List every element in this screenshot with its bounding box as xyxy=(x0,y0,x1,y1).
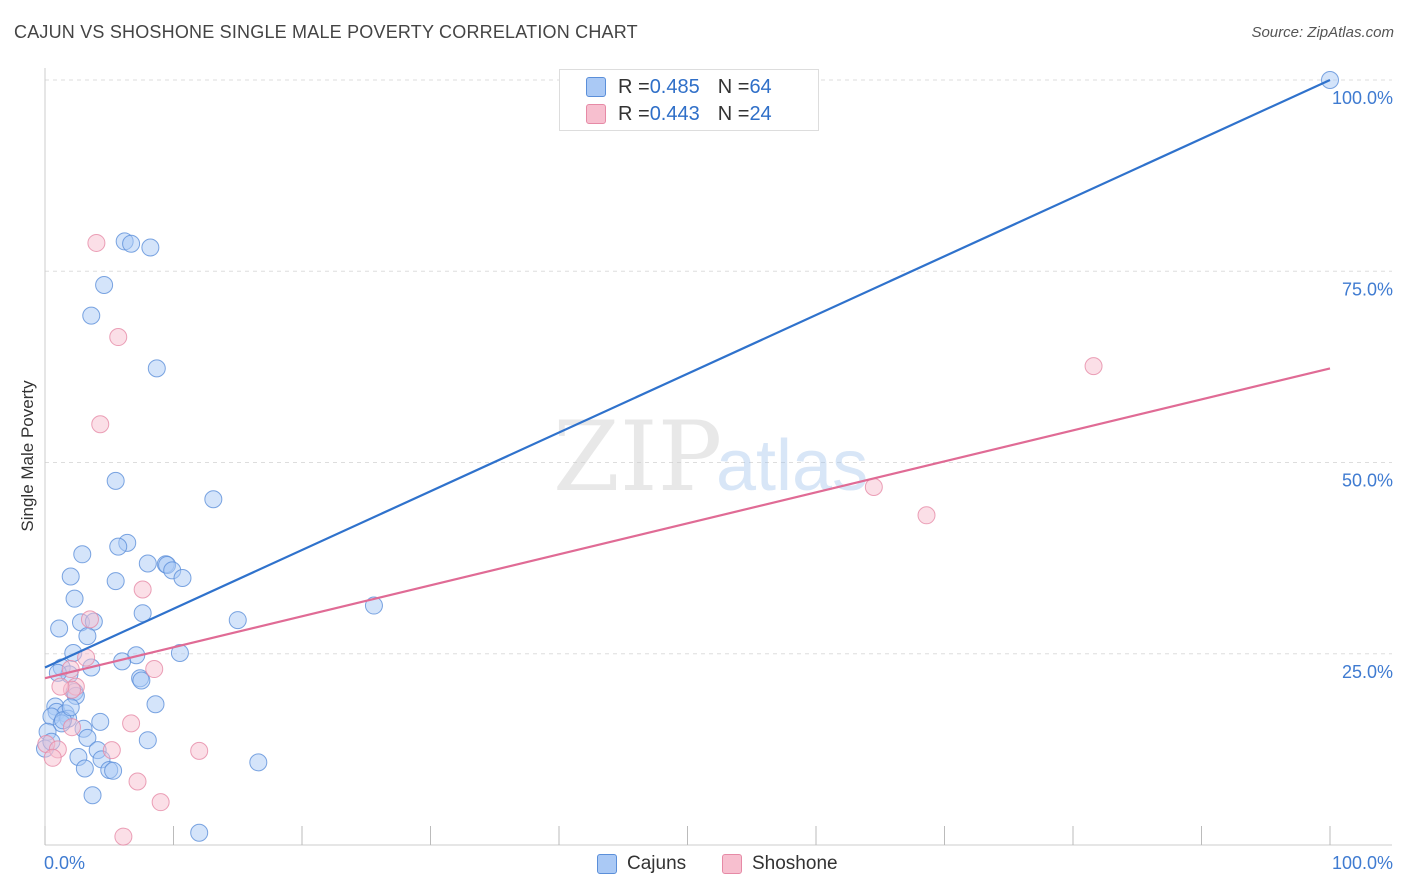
cajun-point xyxy=(78,627,97,646)
y-tick-label: 25.0% xyxy=(1342,662,1393,682)
shoshone-point xyxy=(133,580,152,599)
bottom-legend-cajuns: Cajuns xyxy=(597,852,686,876)
cajun-point xyxy=(65,589,84,608)
shoshone-point xyxy=(102,741,121,760)
bottom-cajuns-swatch xyxy=(597,854,617,874)
shoshone-point xyxy=(151,793,170,812)
bottom-shoshone-swatch xyxy=(722,854,742,874)
shoshone-n-label: N = xyxy=(717,102,750,125)
shoshone-point xyxy=(51,677,70,696)
cajun-point xyxy=(138,731,157,750)
cajun-point xyxy=(132,671,151,690)
shoshone-point xyxy=(864,477,883,496)
cajun-point xyxy=(122,234,141,253)
shoshone-point xyxy=(109,328,128,347)
cajun-point xyxy=(82,306,101,325)
shoshone-point xyxy=(1084,357,1103,376)
watermark: ZIP atlas xyxy=(553,401,868,513)
trendlines xyxy=(44,78,1331,680)
shoshone-point xyxy=(122,714,141,733)
x-tick-label: 0.0% xyxy=(44,853,85,873)
shoshone-point xyxy=(91,415,110,434)
cajun-point xyxy=(104,761,123,780)
shoshone-point xyxy=(80,610,99,629)
cajun-point xyxy=(106,471,125,490)
x-tick-label: 100.0% xyxy=(1332,853,1393,873)
chart-title: CAJUN VS SHOSHONE SINGLE MALE POVERTY CO… xyxy=(14,22,638,42)
cajun-point xyxy=(147,359,166,378)
shoshone-point xyxy=(114,827,133,846)
shoshone-swatch xyxy=(586,104,606,124)
cajun-point xyxy=(109,537,128,556)
shoshone-point xyxy=(145,660,164,679)
bottom-cajuns-label: Cajuns xyxy=(627,853,687,874)
cajun-point xyxy=(204,490,223,509)
cajun-point xyxy=(173,569,192,588)
shoshone-trendline xyxy=(44,367,1331,680)
cajun-point xyxy=(106,572,125,591)
correlation-legend: R = 0.485 N = 64 R = 0.443 N = 24 xyxy=(559,69,819,131)
cajun-point xyxy=(75,759,94,778)
tick-labels: 25.0% 50.0% 75.0% 100.0% 0.0% 100.0% xyxy=(44,88,1393,873)
cajun-point xyxy=(141,238,160,257)
bottom-shoshone-label: Shoshone xyxy=(752,853,838,874)
shoshone-n-value: 24 xyxy=(749,102,772,125)
cajun-trendline xyxy=(44,78,1331,669)
cajun-point xyxy=(50,619,69,638)
legend-row-cajuns: R = 0.485 N = 64 xyxy=(586,74,772,100)
cajun-point xyxy=(364,596,383,615)
shoshone-point xyxy=(61,660,80,679)
cajuns-r-value: 0.485 xyxy=(649,75,700,98)
cajun-point xyxy=(228,611,247,630)
cajun-point xyxy=(146,695,165,714)
y-tick-label: 50.0% xyxy=(1342,471,1393,491)
cajuns-swatch xyxy=(586,77,606,97)
cajun-point xyxy=(138,554,157,573)
gridlines xyxy=(45,79,1392,655)
cajun-point xyxy=(190,823,209,842)
cajun-point xyxy=(61,698,80,717)
y-tick-label: 75.0% xyxy=(1342,279,1393,299)
shoshone-point xyxy=(190,741,209,760)
source-label: Source: ZipAtlas.com xyxy=(1251,24,1394,41)
y-tick-label: 100.0% xyxy=(1332,88,1393,108)
cajun-point xyxy=(249,753,268,772)
shoshone-r-value: 0.443 xyxy=(649,102,700,125)
cajun-point xyxy=(61,567,80,586)
data-points xyxy=(36,71,1339,846)
cajuns-n-value: 64 xyxy=(749,75,772,98)
shoshone-point xyxy=(62,718,81,737)
cajun-point xyxy=(95,276,114,295)
shoshone-r-label: R = xyxy=(618,102,650,125)
cajuns-r-label: R = xyxy=(618,75,650,98)
watermark-atlas: atlas xyxy=(716,426,868,506)
shoshone-point xyxy=(87,233,106,252)
cajun-point xyxy=(73,545,92,564)
legend-row-shoshone: R = 0.443 N = 24 xyxy=(586,101,772,127)
cajun-point xyxy=(83,786,102,805)
watermark-zip: ZIP xyxy=(553,401,722,513)
cajun-point xyxy=(91,712,110,731)
shoshone-point xyxy=(917,506,936,525)
bottom-legend-shoshone: Shoshone xyxy=(722,852,838,876)
y-axis-label: Single Male Poverty xyxy=(18,380,37,532)
cajuns-n-label: N = xyxy=(717,75,750,98)
cajun-point xyxy=(170,643,189,662)
cajun-point xyxy=(78,728,97,747)
shoshone-point xyxy=(43,748,62,767)
shoshone-point xyxy=(128,772,147,791)
